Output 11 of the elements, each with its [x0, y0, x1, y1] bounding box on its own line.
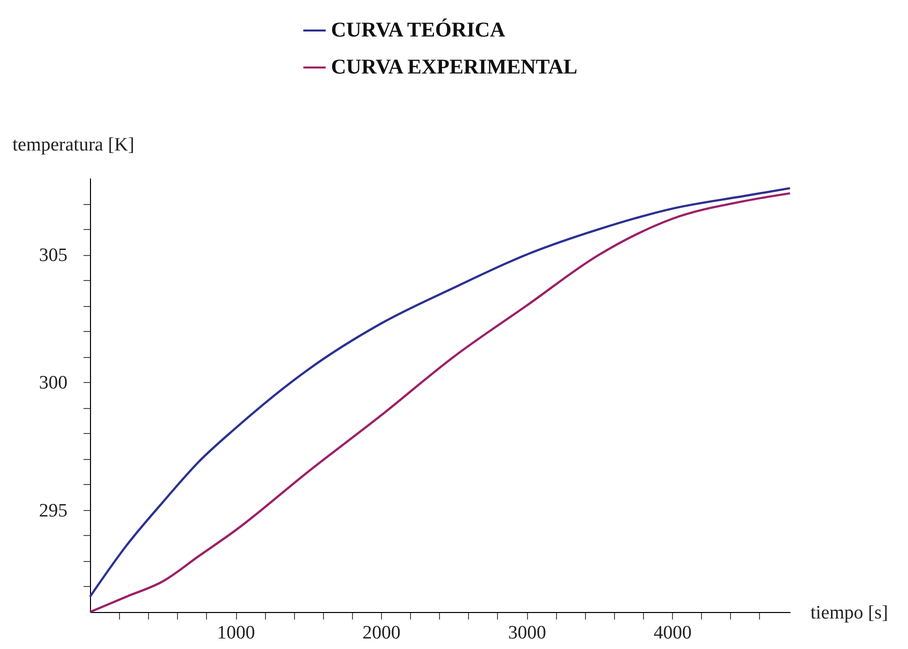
y-axis-title: temperatura [K]	[12, 134, 134, 156]
x-tick-label: 3000	[508, 622, 546, 644]
x-tick-label: 2000	[362, 622, 401, 644]
y-tick-label: 300	[39, 372, 68, 394]
legend-label: CURVA TEÓRICA	[331, 18, 506, 42]
y-tick-label: 305	[39, 245, 68, 266]
x-tick-label: 4000	[654, 622, 692, 644]
x-axis-title: tiempo [s]	[810, 602, 888, 624]
y-tick-label: 295	[39, 500, 68, 522]
legend-label: CURVA EXPERIMENTAL	[331, 54, 578, 78]
x-tick-label: 1000	[217, 622, 256, 644]
